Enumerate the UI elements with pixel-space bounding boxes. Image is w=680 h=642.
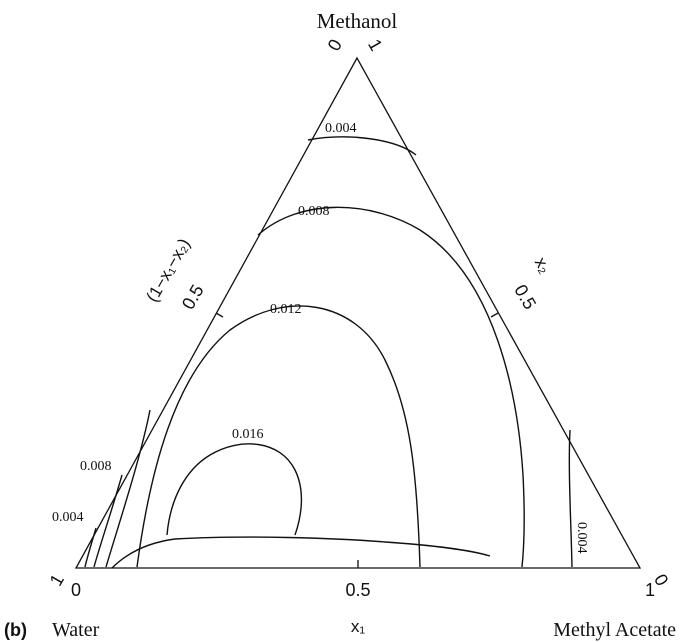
- contour-0.008-large: [257, 206, 525, 568]
- contour-inner-left: [105, 409, 151, 568]
- axis-label-bottom: x₁: [351, 617, 366, 636]
- panel-label: (b): [4, 620, 27, 640]
- bottom-tick-label: 1: [645, 580, 655, 600]
- contour-0.004-left: [84, 527, 97, 568]
- contour-label: 0.012: [270, 302, 302, 317]
- contour-label: 0.004: [325, 121, 357, 136]
- contour-bottom-lobe: [111, 536, 491, 569]
- contour-label: 0.004: [574, 522, 589, 554]
- left-tick-label: 1: [46, 571, 68, 590]
- right-tick-mid: [490, 312, 499, 318]
- left-tick-label: 0: [324, 36, 346, 55]
- right-tick-label: 1: [364, 36, 386, 55]
- contour-label: 0.008: [298, 204, 330, 219]
- left-tick-label: 0.5: [178, 281, 208, 313]
- contour-0.016-loop: [166, 443, 303, 536]
- contour-label: 0.008: [80, 459, 112, 474]
- contour-0.008-left: [93, 474, 123, 568]
- contour-0.012: [136, 305, 421, 568]
- contour-0.004-right: [568, 429, 573, 568]
- vertex-label-top: Methanol: [317, 9, 398, 33]
- vertex-label-left: Water: [52, 619, 100, 641]
- contour-label: 0.004: [52, 510, 84, 525]
- left-tick-mid: [215, 312, 224, 318]
- contour-label: 0.016: [232, 427, 264, 442]
- bottom-tick-label: 0.5: [345, 580, 370, 600]
- vertex-label-right: Methyl Acetate: [553, 619, 676, 641]
- bottom-tick-label: 0: [71, 580, 81, 600]
- right-tick-label: 0.5: [510, 281, 540, 313]
- axis-label-right: x₂: [531, 254, 555, 277]
- contour-0.004-top: [307, 136, 417, 156]
- ternary-triangle: [74, 56, 642, 569]
